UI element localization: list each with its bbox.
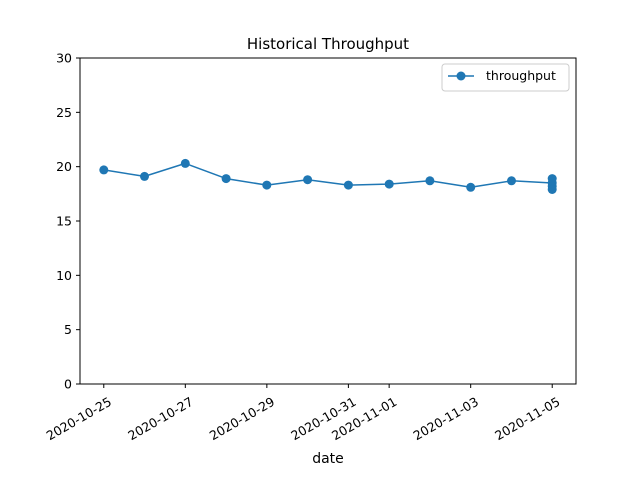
data-point-throughput-12	[547, 174, 557, 184]
data-point-throughput-0	[99, 165, 109, 175]
y-tick-label-25: 25	[56, 105, 72, 120]
data-point-throughput-9	[466, 182, 476, 192]
y-tick-label-0: 0	[64, 377, 72, 392]
data-point-throughput-14	[547, 185, 557, 194]
data-point-throughput-2	[180, 158, 190, 168]
y-tick-label-5: 5	[64, 322, 72, 337]
data-point-throughput-3	[221, 174, 231, 184]
series-layer	[99, 158, 557, 194]
data-point-throughput-8	[425, 176, 435, 186]
data-point-throughput-6	[343, 180, 353, 190]
chart-title: Historical Throughput	[247, 35, 409, 53]
y-tick-label-10: 10	[56, 268, 72, 283]
y-tick-label-20: 20	[56, 159, 72, 174]
legend-marker-throughput	[456, 71, 466, 81]
data-point-throughput-5	[303, 175, 313, 185]
data-point-throughput-1	[140, 171, 149, 181]
legend: throughput	[441, 63, 570, 92]
y-tick-label-30: 30	[56, 51, 72, 66]
data-point-throughput-4	[262, 180, 272, 190]
legend-label-throughput: throughput	[486, 68, 556, 83]
data-point-throughput-7	[384, 179, 394, 189]
y-tick-label-15: 15	[56, 214, 72, 229]
legend-box	[441, 63, 570, 92]
x-axis-title: date	[312, 451, 344, 467]
data-point-throughput-10	[507, 176, 516, 186]
